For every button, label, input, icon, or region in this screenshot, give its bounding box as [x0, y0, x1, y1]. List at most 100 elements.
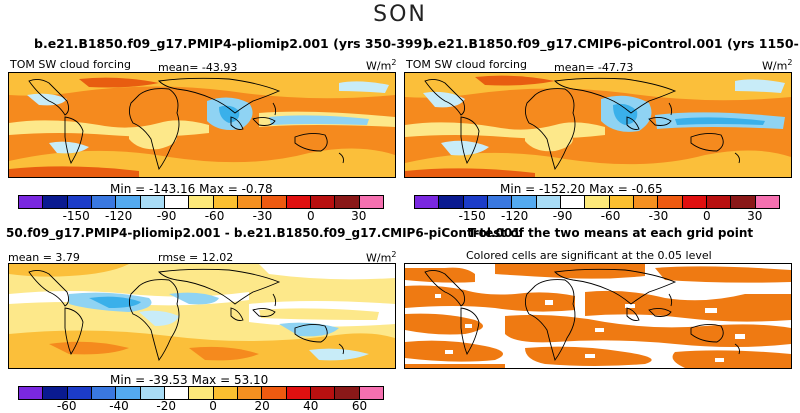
- colorbar-bin: [286, 387, 311, 399]
- map-top-right-field: [405, 73, 791, 177]
- minmax-top-right: Min = -152.20 Max = -0.65: [500, 182, 663, 196]
- rmse-label-bottom-left: rmse = 12.02: [158, 251, 234, 264]
- mean-label-top-right: mean= -47.73: [554, 61, 634, 74]
- tick-label: -40: [109, 399, 129, 413]
- colorbar-bin: [43, 196, 68, 208]
- colorbar-bin: [19, 196, 44, 208]
- colorbar-bin: [335, 196, 360, 208]
- tick-label: -150: [458, 209, 486, 223]
- tick-label: -150: [62, 209, 90, 223]
- panel-title-bottom-right: T-test of the two means at each grid poi…: [468, 226, 754, 240]
- colorbar-bin: [140, 196, 165, 208]
- units-bottom-left: W/m2: [366, 250, 397, 265]
- colorbar-bin: [189, 387, 214, 399]
- colorbar-bin: [706, 196, 732, 208]
- colorbar-bin: [585, 196, 610, 208]
- tick-label: 30: [351, 209, 367, 223]
- colorbar-bin: [658, 196, 683, 208]
- colorbar-bin: [213, 387, 238, 399]
- colorbar-bin: [116, 387, 141, 399]
- colorbar-ticks-top-left: -150 -120 -90 -60 -30 0 30: [18, 209, 384, 223]
- tick-label: -60: [204, 209, 225, 223]
- field-label-top-left: TOM SW cloud forcing: [10, 58, 131, 71]
- colorbar-bin: [487, 196, 513, 208]
- panel-title-top-left: b.e21.B1850.f09_g17.PMIP4-pliomip2.001 (…: [34, 36, 429, 51]
- colorbar-bin: [536, 196, 561, 208]
- mean-label-top-left: mean= -43.93: [158, 61, 238, 74]
- colorbar-bin: [140, 387, 165, 399]
- colorbar-bottom-left: [18, 386, 384, 400]
- tick-label: -30: [252, 209, 273, 223]
- colorbar-bin: [213, 196, 238, 208]
- map-bottom-right: [404, 263, 792, 369]
- colorbar-top-right: [414, 195, 780, 209]
- colorbar-bin: [164, 387, 190, 399]
- tick-label: -120: [105, 209, 133, 223]
- colorbar-bin: [359, 196, 383, 208]
- colorbar-bin: [286, 196, 311, 208]
- subtitle-bottom-right: Colored cells are significant at the 0.0…: [466, 249, 712, 262]
- map-bottom-left: [8, 263, 396, 369]
- colorbar-bin: [310, 196, 336, 208]
- tick-label: -90: [552, 209, 573, 223]
- colorbar-bin: [609, 196, 634, 208]
- colorbar-bin: [237, 196, 263, 208]
- tick-label: 0: [702, 209, 711, 223]
- colorbar-bin: [633, 196, 659, 208]
- colorbar-bin: [335, 387, 360, 399]
- tick-label: 30: [747, 209, 763, 223]
- colorbar-bin: [359, 387, 383, 399]
- units-top-right: W/m2: [762, 58, 793, 73]
- colorbar-ticks-bottom-left: -60 -40 -20 0 20 40 60: [18, 399, 384, 413]
- colorbar-top-left-bins: [18, 195, 384, 209]
- colorbar-bin: [755, 196, 779, 208]
- colorbar-bin: [731, 196, 756, 208]
- tick-label: 40: [303, 399, 319, 413]
- tick-label: -90: [156, 209, 177, 223]
- tick-label: 60: [351, 399, 368, 413]
- tick-label: -60: [56, 399, 77, 413]
- colorbar-bin: [116, 196, 141, 208]
- colorbar-bin: [560, 196, 586, 208]
- colorbar-ticks-top-right: -150 -120 -90 -60 -30 0 30: [414, 209, 780, 223]
- colorbar-bin: [682, 196, 707, 208]
- map-top-left-field: [9, 73, 395, 177]
- colorbar-bin: [91, 387, 117, 399]
- colorbar-bin: [67, 196, 92, 208]
- minmax-bottom-left: Min = -39.53 Max = 53.10: [110, 373, 269, 387]
- colorbar-bottom-left-bins: [18, 386, 384, 400]
- colorbar-bin: [19, 387, 44, 399]
- tick-label: -20: [156, 399, 177, 413]
- colorbar-top-left: [18, 195, 384, 209]
- minmax-top-left: Min = -143.16 Max = -0.78: [110, 182, 273, 196]
- colorbar-bin: [189, 196, 214, 208]
- mean-label-bottom-left: mean = 3.79: [8, 251, 80, 264]
- panel-title-bottom-left: 50.f09_g17.PMIP4-pliomip2.001 - b.e21.B1…: [6, 226, 521, 240]
- colorbar-bin: [43, 387, 68, 399]
- units-top-left: W/m2: [366, 58, 397, 73]
- map-top-right: [404, 72, 792, 178]
- colorbar-bin: [262, 196, 287, 208]
- season-title: SON: [373, 2, 427, 27]
- tick-label: -30: [648, 209, 669, 223]
- colorbar-bin: [415, 196, 440, 208]
- colorbar-bin: [463, 196, 488, 208]
- colorbar-bin: [91, 196, 117, 208]
- tick-label: -120: [501, 209, 529, 223]
- map-bottom-right-significance: [405, 264, 791, 368]
- colorbar-bin: [164, 196, 190, 208]
- panel-title-top-right: b.e21.B1850.f09_g17.CMIP6-piControl.001 …: [424, 36, 800, 51]
- tick-label: 0: [209, 399, 217, 413]
- colorbar-bin: [439, 196, 464, 208]
- map-top-left: [8, 72, 396, 178]
- colorbar-bin: [262, 387, 287, 399]
- colorbar-bin: [237, 387, 263, 399]
- tick-label: 0: [306, 209, 315, 223]
- field-label-top-right: TOM SW cloud forcing: [406, 58, 527, 71]
- tick-label: -60: [600, 209, 621, 223]
- colorbar-bin: [512, 196, 537, 208]
- tick-label: 20: [254, 399, 270, 413]
- colorbar-bin: [310, 387, 336, 399]
- colorbar-bin: [67, 387, 92, 399]
- colorbar-top-right-bins: [414, 195, 780, 209]
